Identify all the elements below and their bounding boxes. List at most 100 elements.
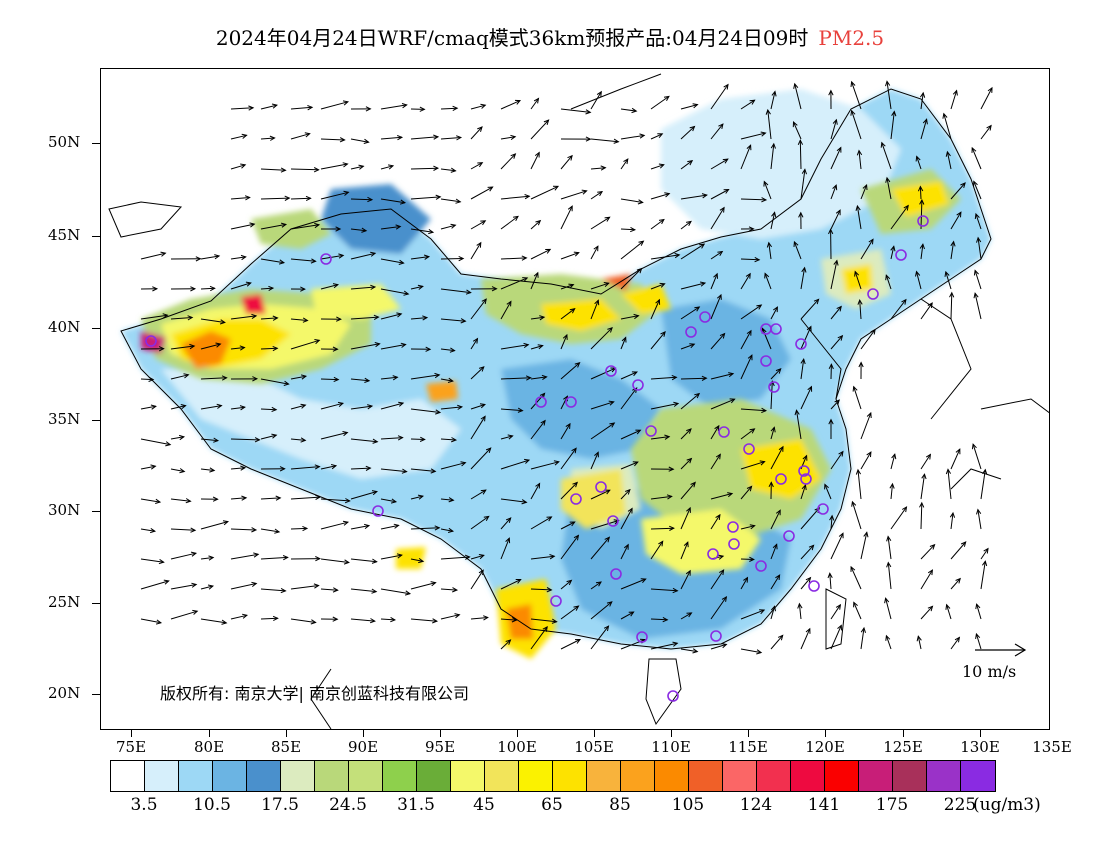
wind-arrow	[140, 528, 155, 532]
wind-arrow	[620, 544, 629, 560]
wind-arrow-head	[335, 226, 342, 232]
wind-arrow	[350, 405, 373, 410]
wind-arrow-head	[300, 437, 307, 443]
wind-arrow	[680, 458, 692, 470]
wind-arrow-head	[885, 80, 891, 87]
wind-arrow	[800, 628, 811, 650]
wind-arrow-head	[686, 428, 692, 434]
wind-arrow-head	[603, 282, 610, 287]
lat-label-20n: 20N	[48, 684, 81, 702]
wind-arrow	[260, 104, 278, 110]
wind-arrow-head	[749, 99, 756, 105]
lat-tick	[92, 603, 100, 604]
city-marker	[770, 323, 782, 335]
wind-arrow	[830, 604, 841, 620]
wind-arrow	[200, 521, 229, 530]
wind-arrow-head	[187, 315, 194, 321]
wind-arrow-head	[506, 300, 512, 307]
wind-arrow	[590, 367, 616, 380]
wind-arrow-head	[835, 603, 842, 610]
wind-arrow-head	[505, 537, 511, 544]
city-marker	[755, 560, 767, 572]
wind-arrow-head	[793, 240, 799, 247]
wind-arrow-head	[515, 579, 522, 584]
wind-arrow	[650, 133, 663, 140]
wind-arrow-head	[476, 241, 482, 248]
wind-arrow-head	[337, 401, 345, 407]
wind-arrow	[500, 639, 511, 650]
wind-arrow-head	[777, 634, 784, 641]
wind-arrow	[947, 469, 952, 500]
wind-arrow	[530, 393, 545, 410]
colorbar-cell	[961, 761, 995, 791]
city-marker	[605, 365, 617, 377]
colorbar-cell	[315, 761, 349, 791]
wind-arrow	[380, 258, 404, 264]
wind-arrow-head	[608, 400, 615, 406]
wind-arrow	[260, 434, 277, 440]
wind-arrow-head	[929, 543, 936, 550]
wind-arrow	[530, 98, 539, 110]
lon-label-115e: 115E	[728, 738, 768, 756]
wind-arrow	[590, 300, 599, 320]
wind-arrow-head	[542, 625, 548, 632]
wind-arrow	[680, 570, 691, 590]
wind-arrow-head	[208, 555, 215, 561]
wind-arrow	[500, 344, 529, 350]
wind-arrow-head	[365, 106, 372, 112]
wind-arrow	[500, 498, 527, 503]
wind-arrow-head	[723, 188, 730, 194]
wind-arrow	[770, 510, 781, 530]
lon-tick	[594, 730, 595, 737]
wind-arrow	[140, 580, 169, 590]
wind-arrow	[200, 468, 215, 471]
wind-arrow-head	[569, 308, 576, 314]
wind-arrow-head	[195, 256, 202, 262]
wind-arrow	[380, 402, 404, 410]
wind-arrow-head	[973, 180, 978, 187]
wind-arrow-head	[687, 160, 694, 166]
wind-arrow-head	[190, 551, 198, 557]
wind-arrow	[680, 428, 692, 440]
wind-arrow-head	[798, 211, 804, 218]
wind-arrow	[770, 91, 776, 110]
lat-tick	[92, 694, 100, 695]
wind-arrow-head	[190, 527, 197, 533]
wind-arrow	[794, 83, 802, 110]
wind-arrow	[800, 326, 812, 350]
map-panel[interactable]	[100, 68, 1050, 730]
wind-arrow-head	[862, 184, 868, 191]
wind-arrow-head	[393, 523, 400, 529]
wind-arrow-head	[685, 569, 691, 576]
wind-arrow	[350, 138, 369, 143]
colorbar-cell	[893, 761, 927, 791]
wind-arrow	[230, 406, 245, 410]
wind-arrow-head	[155, 619, 163, 625]
wind-arrow	[980, 125, 992, 140]
wind-arrow-head	[664, 434, 671, 440]
wind-arrow-head	[922, 118, 928, 125]
wind-arrow	[620, 134, 645, 140]
wind-arrow-head	[162, 313, 169, 319]
city-marker	[667, 690, 679, 702]
wind-arrow-head	[686, 612, 693, 618]
wind-arrow-head	[573, 534, 580, 541]
wind-arrow-head	[338, 253, 345, 259]
wind-arrow-head	[901, 298, 907, 305]
wind-arrow-head	[921, 473, 927, 480]
wind-arrow-head	[621, 336, 627, 343]
city-marker	[760, 355, 772, 367]
wind-arrow-head	[663, 95, 670, 102]
wind-arrow	[920, 454, 931, 470]
wind-arrow-head	[858, 361, 864, 368]
wind-arrow-head	[160, 251, 167, 257]
wind-arrow-head	[422, 315, 429, 321]
wind-arrow	[380, 498, 396, 503]
wind-arrow-head	[450, 223, 457, 229]
wind-arrow	[650, 527, 674, 530]
wind-arrow	[710, 373, 734, 380]
wind-arrow	[440, 378, 453, 382]
wind-arrow	[946, 151, 952, 170]
wind-arrow-head	[525, 375, 532, 381]
wind-arrow	[830, 185, 837, 200]
